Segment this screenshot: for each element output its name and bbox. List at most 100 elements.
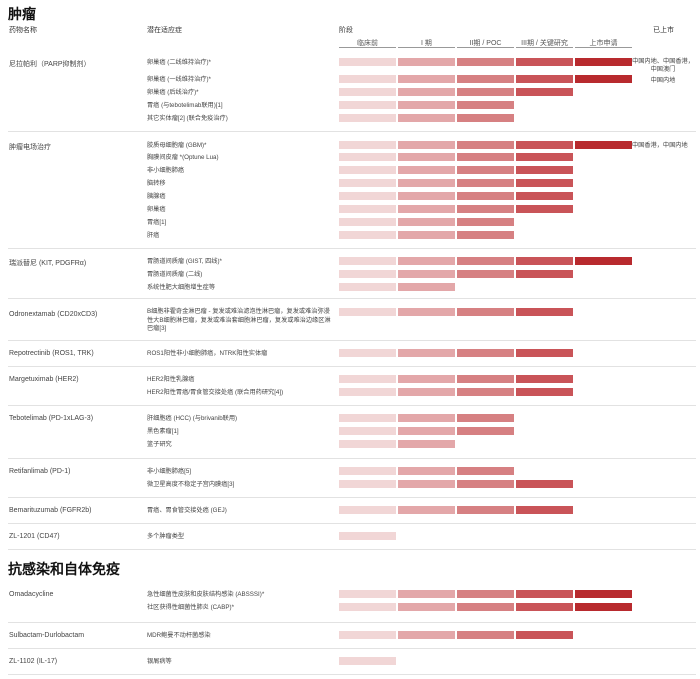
header-underline xyxy=(398,47,455,48)
indication: 急性细菌性皮肤和皮肤结构感染 (ABSSSI)* xyxy=(147,591,265,598)
phase-bar-segment xyxy=(339,388,396,396)
market-region: 中国内地、中国香港，中国澳门 xyxy=(632,58,694,73)
phase-bar-segment xyxy=(339,590,396,598)
drug-name: Margetuximab (HER2) xyxy=(9,376,79,383)
phase-bar-segment xyxy=(457,257,514,265)
drug-name: 肿瘤电场治疗 xyxy=(9,144,51,151)
phase-bar-segment xyxy=(516,388,573,396)
phase-bar-segment xyxy=(339,75,396,83)
header-phase-preclinical: 临床前 xyxy=(357,40,378,47)
drug-name: Tebotelimab (PD-1xLAG-3) xyxy=(9,415,94,422)
phase-bar-segment xyxy=(516,153,573,161)
phase-bar-segment xyxy=(457,427,514,435)
phase-bar-segment xyxy=(457,179,514,187)
phase-bar-segment xyxy=(398,283,455,291)
phase-bar-segment xyxy=(339,603,396,611)
indication: 非小细胞肺癌 xyxy=(147,167,185,174)
indication: 脑转移 xyxy=(147,180,166,187)
indication: B细胞非霍奇金淋巴瘤 - 复发或难治滤泡性淋巴瘤，复发或难治弥漫性大B细胞淋巴瘤… xyxy=(147,308,331,332)
phase-bar-segment xyxy=(398,58,455,66)
phase-bar-segment xyxy=(398,480,455,488)
phase-bar-segment xyxy=(575,75,632,83)
phase-bar-segment xyxy=(339,440,396,448)
phase-bar-segment xyxy=(516,257,573,265)
indication: 卵巢癌 (后线治疗)* xyxy=(147,89,199,96)
phase-bar-segment xyxy=(398,467,455,475)
header-underline xyxy=(457,47,514,48)
phase-bar-segment xyxy=(457,205,514,213)
phase-bar-segment xyxy=(339,205,396,213)
phase-bar-segment xyxy=(516,480,573,488)
phase-bar-segment xyxy=(575,141,632,149)
market-region: 中国香港，中国内地 xyxy=(632,142,688,149)
phase-bar-segment xyxy=(516,603,573,611)
drug-name: Sulbactam-Durlobactam xyxy=(9,632,85,639)
phase-bar-segment xyxy=(457,631,514,639)
group-divider xyxy=(8,674,696,675)
header-market: 已上市 xyxy=(653,27,674,34)
phase-bar-segment xyxy=(457,308,514,316)
indication: 胶质母细胞瘤 (GBM)* xyxy=(147,142,207,149)
phase-bar-segment xyxy=(398,427,455,435)
phase-bar-segment xyxy=(457,603,514,611)
phase-bar-segment xyxy=(398,414,455,422)
indication: 胰腺癌 xyxy=(147,193,166,200)
group-divider xyxy=(8,405,696,406)
phase-bar-segment xyxy=(457,467,514,475)
phase-bar-segment xyxy=(339,257,396,265)
phase-bar-segment xyxy=(516,506,573,514)
header-underline xyxy=(575,47,632,48)
phase-bar-segment xyxy=(516,205,573,213)
indication: 多个肿瘤类型 xyxy=(147,533,185,540)
phase-bar-segment xyxy=(457,192,514,200)
phase-bar-segment xyxy=(398,101,455,109)
group-divider xyxy=(8,523,696,524)
header-underline xyxy=(339,47,396,48)
phase-bar-segment xyxy=(398,166,455,174)
phase-bar-segment xyxy=(398,179,455,187)
phase-bar-segment xyxy=(339,283,396,291)
phase-bar-segment xyxy=(339,192,396,200)
indication: 肝细胞癌 (HCC) (与brivanib联用) xyxy=(147,415,238,422)
indication: 其它实体瘤[2] (联合免疫治疗) xyxy=(147,115,228,122)
phase-bar-segment xyxy=(457,101,514,109)
phase-bar-segment xyxy=(398,218,455,226)
phase-bar-segment xyxy=(457,231,514,239)
indication: 胃癌[1] xyxy=(147,219,167,226)
group-divider xyxy=(8,340,696,341)
phase-bar-segment xyxy=(398,603,455,611)
phase-bar-segment xyxy=(339,166,396,174)
drug-name: 尼拉帕利（PARP抑制剂） xyxy=(9,61,91,68)
indication: 非小细胞肺癌[5] xyxy=(147,468,192,475)
phase-bar-segment xyxy=(339,179,396,187)
header-phase-2: II期 / POC xyxy=(469,40,502,47)
phase-bar-segment xyxy=(339,427,396,435)
indication: HER2阳性胃癌/胃食管交接处癌 (联合用药研究[4]) xyxy=(147,389,284,396)
phase-bar-segment xyxy=(575,603,632,611)
group-divider xyxy=(8,366,696,367)
indication: 篮子研究 xyxy=(147,441,172,448)
phase-bar-segment xyxy=(398,631,455,639)
group-divider xyxy=(8,648,696,649)
phase-bar-segment xyxy=(457,270,514,278)
phase-bar-segment xyxy=(516,270,573,278)
phase-bar-segment xyxy=(398,231,455,239)
group-divider xyxy=(8,248,696,249)
phase-bar-segment xyxy=(516,375,573,383)
group-divider xyxy=(8,622,696,623)
phase-bar-segment xyxy=(516,141,573,149)
group-divider xyxy=(8,298,696,299)
phase-bar-segment xyxy=(339,153,396,161)
drug-name: Omadacycline xyxy=(9,591,54,598)
indication: 系统性肥大细胞增生症等 xyxy=(147,284,216,291)
drug-name: 瑞派替尼 (KIT, PDGFRα) xyxy=(9,260,87,267)
header-indication: 潜在适应症 xyxy=(147,27,182,34)
phase-bar-segment xyxy=(457,153,514,161)
phase-bar-segment xyxy=(398,205,455,213)
phase-bar-segment xyxy=(398,349,455,357)
phase-bar-segment xyxy=(339,231,396,239)
phase-bar-segment xyxy=(339,657,396,665)
drug-name: Repotrectinib (ROS1, TRK) xyxy=(9,350,94,357)
drug-name: Odronextamab (CD20xCD3) xyxy=(9,311,98,318)
phase-bar-segment xyxy=(339,218,396,226)
